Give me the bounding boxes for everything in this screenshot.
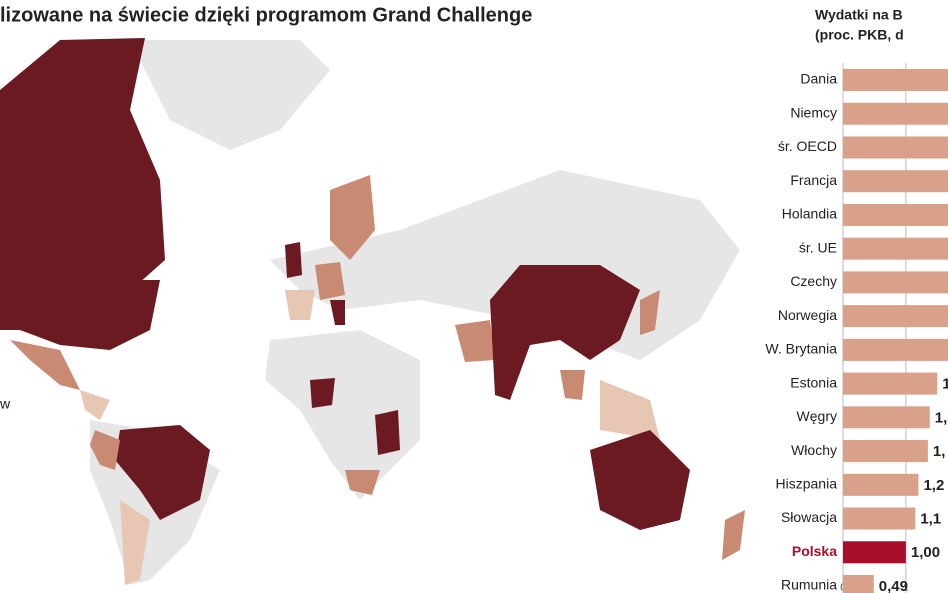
y-tick-label: Hiszpania	[776, 476, 838, 492]
bar	[843, 338, 948, 361]
y-tick-label: Węgry	[797, 408, 837, 424]
map-legend-fragment: w	[0, 396, 11, 412]
bar	[843, 507, 916, 530]
y-tick-label: Polska	[792, 543, 837, 559]
y-tick-label: Rumunia	[781, 577, 837, 593]
chart-title: Wydatki na B	[815, 7, 903, 23]
value-label: 1,	[935, 409, 948, 426]
value-label: 1,2	[923, 477, 944, 494]
value-label: 1,1	[920, 511, 941, 528]
y-tick-label: Norwegia	[778, 307, 837, 323]
bar	[843, 136, 948, 159]
y-tick-label: Niemcy	[790, 104, 837, 120]
bar	[843, 170, 948, 193]
y-tick-label: Dania	[800, 71, 837, 87]
world-map	[0, 38, 745, 585]
x-tick-label: 1	[903, 583, 909, 593]
value-label: 1,	[933, 443, 946, 460]
page-title: lizowane na świecie dzięki programom Gra…	[0, 4, 532, 26]
bar	[843, 237, 948, 260]
bar	[843, 440, 928, 463]
bar	[843, 271, 948, 294]
value-label: 1	[942, 376, 948, 393]
bar	[843, 305, 948, 328]
bar	[843, 406, 930, 429]
bar	[843, 203, 948, 226]
bar	[843, 541, 906, 564]
y-tick-label: W. Brytania	[765, 341, 837, 357]
y-tick-label: śr. UE	[799, 239, 837, 255]
value-label: 1,00	[911, 544, 940, 561]
y-tick-label: Włochy	[791, 442, 837, 458]
bar	[843, 69, 948, 91]
y-tick-label: Francja	[790, 172, 837, 188]
y-tick-label: Czechy	[790, 273, 837, 289]
bar	[843, 473, 919, 496]
y-tick-label: Holandia	[782, 206, 837, 222]
y-tick-label: śr. OECD	[778, 138, 837, 154]
value-label: 0,49	[879, 578, 908, 593]
y-tick-label: Estonia	[790, 374, 837, 390]
bar	[843, 102, 948, 125]
bar	[843, 575, 874, 593]
chart-subtitle: (proc. PKB, d	[815, 27, 904, 43]
y-tick-label: Słowacja	[781, 509, 837, 525]
bar	[843, 372, 938, 395]
